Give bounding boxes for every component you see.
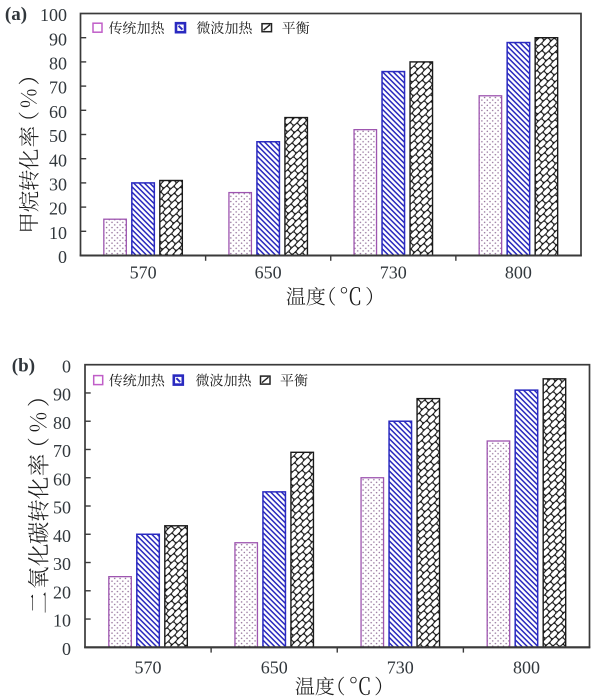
svg-text:80: 80 xyxy=(53,413,71,433)
svg-text:30: 30 xyxy=(49,175,67,195)
svg-text:40: 40 xyxy=(53,526,71,546)
svg-text:650: 650 xyxy=(255,263,282,283)
svg-text:800: 800 xyxy=(505,263,532,283)
svg-text:(b): (b) xyxy=(12,355,35,376)
svg-text:50: 50 xyxy=(53,498,71,518)
svg-text:570: 570 xyxy=(130,263,157,283)
svg-text:20: 20 xyxy=(53,582,71,602)
svg-text:70: 70 xyxy=(49,78,67,98)
svg-text:60: 60 xyxy=(49,102,67,122)
svg-text:80: 80 xyxy=(49,54,67,74)
svg-text:650: 650 xyxy=(261,657,288,677)
svg-text:570: 570 xyxy=(135,657,162,677)
svg-text:70: 70 xyxy=(53,441,71,461)
svg-text:10: 10 xyxy=(49,223,67,243)
svg-text:20: 20 xyxy=(49,199,67,219)
svg-text:(a): (a) xyxy=(5,4,27,25)
svg-text:90: 90 xyxy=(49,29,67,49)
svg-text:100: 100 xyxy=(40,5,67,25)
svg-text:800: 800 xyxy=(513,657,540,677)
svg-text:0: 0 xyxy=(62,639,71,659)
svg-text:0: 0 xyxy=(58,247,67,267)
svg-text:40: 40 xyxy=(49,150,67,170)
svg-text:90: 90 xyxy=(53,385,71,405)
svg-text:30: 30 xyxy=(53,554,71,574)
svg-text:730: 730 xyxy=(380,263,407,283)
svg-text:0: 0 xyxy=(62,356,71,376)
svg-text:60: 60 xyxy=(53,469,71,489)
svg-text:50: 50 xyxy=(49,126,67,146)
svg-text:10: 10 xyxy=(53,611,71,631)
svg-text:730: 730 xyxy=(387,657,414,677)
